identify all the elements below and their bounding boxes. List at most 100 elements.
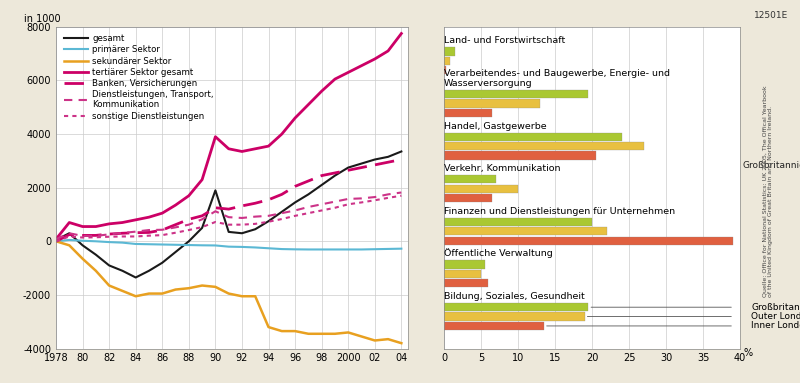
Bar [444, 90, 588, 98]
Banken, Versicherungen [131, 231, 141, 235]
Text: Verarbeitendes- und Baugewerbe, Energie- und
Wasserversorgung: Verarbeitendes- und Baugewerbe, Energie-… [444, 69, 670, 88]
sonstige Dienstleistungen [317, 208, 326, 213]
tertiärer Sektor gesamt [65, 220, 74, 225]
gesamt [264, 219, 274, 224]
Text: Öffentliche Verwaltung: Öffentliche Verwaltung [444, 249, 553, 259]
sonstige Dienstleistungen [118, 234, 127, 239]
sonstige Dienstleistungen [51, 239, 61, 244]
sekundärer Sektor [104, 283, 114, 288]
sonstige Dienstleistungen [184, 228, 194, 232]
primärer Sektor [131, 242, 141, 246]
primärer Sektor [184, 243, 194, 247]
Line: Banken, Versicherungen: Banken, Versicherungen [56, 159, 402, 241]
Text: Inner London: Inner London [751, 321, 800, 331]
sekundärer Sektor [210, 285, 220, 289]
Bar [444, 109, 492, 117]
sonstige Dienstleistungen [357, 200, 366, 205]
Banken, Versicherungen [158, 228, 167, 232]
Bar [444, 175, 496, 183]
tertiärer Sektor gesamt [277, 132, 286, 136]
tertiärer Sektor gesamt [51, 237, 61, 241]
primärer Sektor [210, 243, 220, 248]
tertiärer Sektor gesamt [224, 146, 234, 151]
sekundärer Sektor [264, 325, 274, 329]
sekundärer Sektor [224, 291, 234, 296]
sekundärer Sektor [78, 257, 87, 261]
Bar [444, 260, 485, 269]
gesamt [104, 263, 114, 268]
sonstige Dienstleistungen [158, 233, 167, 237]
Banken, Versicherungen [317, 173, 326, 178]
gesamt [144, 268, 154, 273]
Bar [444, 279, 488, 288]
Dienstleistungen, Transport,
Kommunikation [51, 237, 61, 241]
sekundärer Sektor [158, 291, 167, 296]
sekundärer Sektor [343, 330, 353, 335]
primärer Sektor [118, 241, 127, 245]
Dienstleistungen, Transport,
Kommunikation [397, 190, 406, 195]
sekundärer Sektor [303, 331, 313, 336]
tertiärer Sektor gesamt [144, 215, 154, 219]
Line: Dienstleistungen, Transport,
Kommunikation: Dienstleistungen, Transport, Kommunikati… [56, 193, 402, 239]
primärer Sektor [144, 242, 154, 247]
Banken, Versicherungen [184, 217, 194, 222]
sekundärer Sektor [65, 243, 74, 247]
sekundärer Sektor [170, 287, 180, 292]
Bar [444, 227, 606, 236]
Line: gesamt: gesamt [56, 151, 402, 277]
Banken, Versicherungen [237, 204, 246, 208]
sekundärer Sektor [250, 294, 260, 299]
Dienstleistungen, Transport,
Kommunikation [144, 228, 154, 232]
sonstige Dienstleistungen [264, 219, 274, 224]
primärer Sektor [51, 239, 61, 244]
primärer Sektor [224, 244, 234, 249]
sekundärer Sektor [370, 338, 379, 343]
primärer Sektor [78, 239, 87, 243]
primärer Sektor [65, 237, 74, 242]
primärer Sektor [370, 247, 379, 252]
primärer Sektor [91, 239, 101, 244]
Dienstleistungen, Transport,
Kommunikation [237, 216, 246, 220]
Dienstleistungen, Transport,
Kommunikation [104, 232, 114, 237]
primärer Sektor [277, 247, 286, 251]
Dienstleistungen, Transport,
Kommunikation [264, 213, 274, 218]
Legend: gesamt, primärer Sektor, sekundärer Sektor, tertiärer Sektor gesamt, Banken, Ver: gesamt, primärer Sektor, sekundärer Sekt… [64, 34, 214, 121]
gesamt [210, 188, 220, 193]
Banken, Versicherungen [290, 184, 300, 188]
Dienstleistungen, Transport,
Kommunikation [198, 217, 207, 222]
Bar [444, 303, 588, 311]
Text: Großbritannien: Großbritannien [751, 303, 800, 312]
primärer Sektor [383, 247, 393, 251]
sonstige Dienstleistungen [65, 234, 74, 239]
gesamt [224, 229, 234, 234]
sekundärer Sektor [184, 286, 194, 290]
sonstige Dienstleistungen [104, 234, 114, 239]
gesamt [184, 239, 194, 244]
sekundärer Sektor [91, 268, 101, 273]
sekundärer Sektor [317, 331, 326, 336]
Bar [444, 99, 540, 108]
Bar [444, 142, 644, 150]
Bar [444, 185, 518, 193]
sekundärer Sektor [290, 329, 300, 333]
Bar [444, 237, 733, 245]
gesamt [357, 161, 366, 166]
Banken, Versicherungen [118, 231, 127, 236]
Bar [444, 47, 455, 56]
gesamt [250, 227, 260, 231]
Text: Handel, Gastgewerbe: Handel, Gastgewerbe [444, 122, 546, 131]
Banken, Versicherungen [277, 192, 286, 197]
Bar [444, 133, 622, 141]
sonstige Dienstleistungen [397, 193, 406, 198]
sekundärer Sektor [131, 294, 141, 299]
Dienstleistungen, Transport,
Kommunikation [65, 231, 74, 236]
Text: Land- und Forstwirtschaft: Land- und Forstwirtschaft [444, 36, 566, 46]
tertiärer Sektor gesamt [317, 89, 326, 93]
Text: Finanzen und Dienstleistungen für Unternehmen: Finanzen und Dienstleistungen für Untern… [444, 207, 675, 216]
sekundärer Sektor [397, 341, 406, 345]
sonstige Dienstleistungen [78, 235, 87, 240]
primärer Sektor [317, 247, 326, 252]
Text: Quelle: Office for National Statistics: UK 2005, The Offical Yearbook
of the Uni: Quelle: Office for National Statistics: … [762, 86, 773, 297]
gesamt [118, 268, 127, 273]
gesamt [170, 250, 180, 254]
